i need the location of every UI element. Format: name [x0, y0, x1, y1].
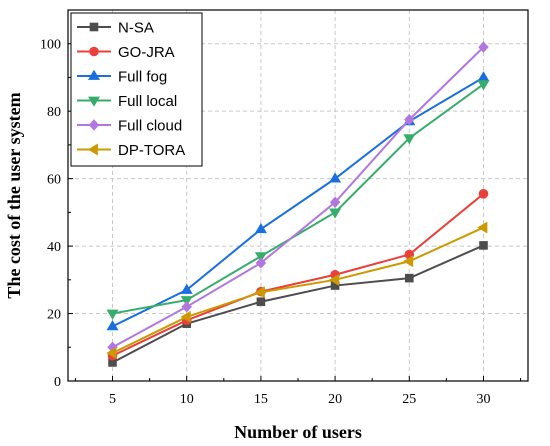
- x-tick-label: 15: [254, 392, 268, 407]
- y-tick-label: 20: [47, 308, 61, 323]
- legend-label: Full cloud: [118, 118, 182, 135]
- data-point-full-fog: [329, 172, 342, 183]
- legend-item-full-cloud: Full cloud: [77, 118, 182, 135]
- data-point-full-local: [106, 309, 119, 320]
- y-tick-label: 80: [47, 105, 61, 120]
- data-point-go-jra: [478, 189, 489, 199]
- legend-item-full-local: Full local: [77, 93, 177, 110]
- data-point-dp-tora: [477, 221, 488, 234]
- legend-marker: [89, 22, 99, 32]
- data-point-full-fog: [180, 283, 193, 294]
- series-line-n-sa: [112, 244, 484, 364]
- legend-label: GO-JRA: [118, 44, 175, 61]
- legend-item-full-fog: Full fog: [77, 69, 167, 86]
- data-point-n-sa: [404, 273, 414, 283]
- legend-marker: [88, 119, 100, 131]
- x-tick-label: 5: [109, 392, 116, 407]
- data-point-dp-tora: [254, 286, 265, 299]
- x-tick-label: 20: [328, 392, 342, 407]
- legend-label: Full fog: [118, 69, 167, 86]
- series-line-full-cloud: [112, 46, 485, 349]
- data-point-n-sa: [108, 358, 117, 367]
- data-point-full-local: [329, 208, 342, 219]
- legend-marker: [89, 46, 99, 57]
- legend-label: DP-TORA: [118, 142, 185, 159]
- data-point-n-sa: [256, 297, 266, 307]
- series-line-dp-tora: [112, 226, 484, 354]
- legend-item-n-sa: N-SA: [77, 20, 154, 37]
- legend-box: [70, 12, 203, 167]
- legend-marker: [88, 69, 100, 80]
- axis-ticks: 0 20 40 60 80 100 5 10 15 20 25 30: [40, 38, 522, 407]
- legend: N-SA GO-JRA Full fog Full local Full cloud DP…: [70, 12, 203, 167]
- data-point-full-cloud: [478, 41, 489, 53]
- data-point-n-sa: [479, 241, 488, 250]
- data-point-full-cloud: [404, 113, 415, 126]
- series-line-full-fog: [112, 76, 484, 328]
- series-full-local: [106, 80, 490, 320]
- data-point-dp-tora: [180, 310, 191, 323]
- legend-item-go-jra: GO-JRA: [77, 44, 175, 61]
- legend-label: Full local: [118, 93, 177, 110]
- x-axis-title: Number of users: [234, 422, 362, 442]
- y-axis-title: The cost of the user system: [4, 92, 24, 298]
- y-tick-label: 60: [47, 173, 61, 188]
- y-tick-label: 40: [47, 240, 61, 255]
- data-point-dp-tora: [106, 347, 117, 360]
- x-tick-label: 30: [476, 392, 490, 407]
- data-point-full-fog: [106, 320, 119, 331]
- legend-marker: [88, 96, 100, 107]
- series-dp-tora: [106, 221, 488, 360]
- data-point-full-cloud: [255, 257, 267, 269]
- data-point-n-sa: [330, 281, 340, 290]
- data-point-dp-tora: [403, 255, 414, 268]
- series-line-go-jra: [112, 193, 485, 357]
- series-full-fog: [106, 71, 490, 331]
- data-point-full-cloud: [329, 196, 341, 208]
- data-point-dp-tora: [328, 273, 339, 286]
- series-line-full-local: [112, 83, 485, 315]
- data-point-full-cloud: [181, 301, 192, 313]
- data-point-full-fog: [477, 71, 490, 82]
- y-tick-label: 100: [40, 38, 61, 53]
- legend-item-dp-tora: DP-TORA: [77, 142, 185, 159]
- x-tick-label: 25: [402, 392, 416, 407]
- data-point-full-local: [477, 80, 490, 91]
- legend-marker: [87, 143, 98, 156]
- data-point-full-local: [403, 134, 416, 145]
- data-point-full-fog: [254, 223, 267, 234]
- legend-label: N-SA: [118, 20, 154, 37]
- y-tick-label: 0: [54, 375, 61, 390]
- x-tick-label: 10: [180, 392, 194, 407]
- series-layer: [106, 41, 490, 367]
